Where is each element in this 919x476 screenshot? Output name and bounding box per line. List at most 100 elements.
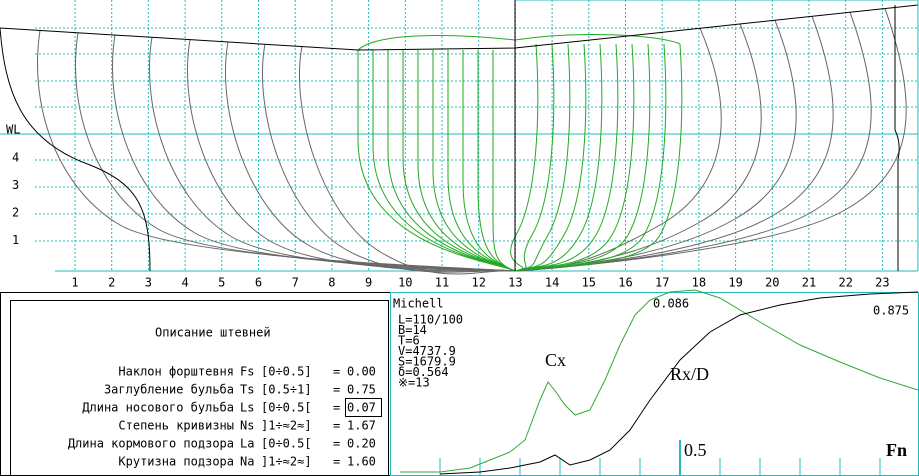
x-axis-label: Fn [886, 440, 907, 460]
station-label: 12 [471, 276, 485, 290]
station-label: 8 [328, 276, 335, 290]
row-range: [0.5÷1] [261, 383, 312, 397]
row-equals: = [333, 401, 340, 415]
station-label: 20 [765, 276, 779, 290]
aft-frame [225, 41, 516, 272]
waterline-label: 3 [12, 178, 19, 192]
green-frame [514, 43, 651, 272]
rx-label: Rx/D [670, 364, 709, 384]
chart-panel [390, 292, 919, 476]
row-label: Длина кормового подзора [68, 437, 234, 451]
row-label: Степень кривизны [118, 419, 234, 433]
station-label: 3 [145, 276, 152, 290]
row-label: Наклон форштевня [118, 365, 234, 379]
green-frame [514, 43, 587, 272]
aft-frame [187, 39, 516, 272]
fore-frame [514, 8, 907, 272]
green-frame [514, 43, 635, 272]
station-label: 5 [218, 276, 225, 290]
program-name: Michell [393, 297, 444, 311]
row-label: Заглубление бульба [104, 383, 234, 397]
aft-frame [262, 43, 516, 273]
stem-title: Описание штевней [155, 326, 271, 340]
station-label: 9 [365, 276, 372, 290]
parameter: δ=0.564 [398, 365, 449, 379]
aft-frame [299, 46, 516, 275]
station-label: 7 [292, 276, 299, 290]
input-cursor[interactable] [345, 398, 382, 417]
station-label: 15 [582, 276, 596, 290]
row-label: Крутизна подзора [118, 455, 234, 469]
row-range: [0÷0.5[ [261, 401, 312, 415]
parameters: L=110/100B=14T=6V=4737.9S=1679.9δ=0.564※… [398, 313, 463, 390]
station-label: 23 [875, 276, 889, 290]
station-label: 21 [802, 276, 816, 290]
station-label: 17 [655, 276, 669, 290]
row-range: ]1÷≈2≈] [261, 455, 312, 469]
row-equals: = [333, 365, 340, 379]
green-frame [514, 43, 619, 272]
row-equals: = [333, 383, 340, 397]
cx-peak: 0.086 [653, 297, 689, 311]
station-label: 2 [108, 276, 115, 290]
row-symbol: La [240, 437, 254, 451]
green-frame [514, 43, 555, 272]
row-symbol: Ts [240, 383, 254, 397]
parameter: T=6 [398, 334, 420, 348]
station-label: 18 [692, 276, 706, 290]
row-equals: = [333, 455, 340, 469]
station-label: 16 [618, 276, 632, 290]
parameter: ※=13 [398, 376, 430, 390]
station-label: 19 [728, 276, 742, 290]
row-equals: = [333, 419, 340, 433]
station-label: 6 [255, 276, 262, 290]
aft-frame [112, 34, 516, 272]
wl-label: WL [6, 123, 20, 137]
parameter: V=4737.9 [398, 344, 456, 358]
row-symbol: Ns [240, 419, 254, 433]
stem-panel [0, 292, 391, 476]
rx-curve [439, 291, 919, 475]
aft-frame [149, 37, 516, 272]
parameter: L=110/100 [398, 313, 463, 327]
cx-curve [400, 289, 919, 473]
row-range: [0÷0.5] [261, 365, 312, 379]
row-range: [0÷0.5[ [261, 437, 312, 451]
station-label: 10 [398, 276, 412, 290]
station-label: 11 [435, 276, 449, 290]
frames [37, 8, 907, 275]
parameter: B=14 [398, 323, 427, 337]
deck-line [0, 4, 919, 51]
row-label: Длина носового бульба [82, 401, 234, 415]
waterline-label: 2 [12, 206, 19, 220]
stern-profile [0, 27, 151, 272]
rx-end: 0.875 [873, 304, 909, 318]
row-value: 0.20 [347, 437, 376, 451]
green-frame [492, 50, 516, 272]
green-frame [510, 43, 539, 272]
parameter: S=1679.9 [398, 355, 456, 369]
x-tick-label: 0.5 [684, 440, 707, 460]
station-label: 1 [71, 276, 78, 290]
row-symbol: Na [240, 455, 254, 469]
row-value: 1.60 [347, 455, 376, 469]
stem-profile [894, 5, 900, 271]
station-label: 14 [545, 276, 559, 290]
row-symbol: Ls [240, 401, 254, 415]
row-range: ]1÷≈2≈] [261, 419, 312, 433]
x-ticks [439, 458, 881, 476]
row-value: 1.67 [347, 419, 376, 433]
cx-label: Cx [545, 350, 566, 370]
row-equals: = [333, 437, 340, 451]
row-value: 0.07 [347, 401, 376, 415]
station-label: 4 [181, 276, 188, 290]
frame-box [515, 0, 919, 271]
row-symbol: Fs [240, 365, 254, 379]
waterline-label: 1 [12, 233, 19, 247]
green-frame [514, 43, 603, 272]
green-frame [514, 43, 571, 272]
station-label: 22 [838, 276, 852, 290]
station-label: 13 [508, 276, 522, 290]
waterline-label: 4 [12, 151, 19, 165]
